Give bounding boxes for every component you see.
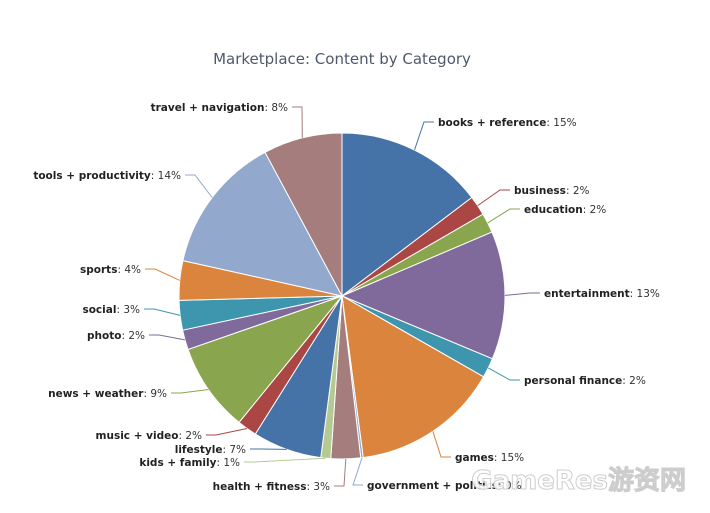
pie-slice-11 (187, 294, 344, 424)
pie-leader-12 (149, 334, 186, 341)
pie-label-2: education: 2% (524, 204, 606, 216)
pie-label-9: lifestyle: 7% (175, 444, 246, 456)
pie-leaders (144, 106, 540, 487)
pie-leader-5 (432, 431, 451, 458)
pie-slices (178, 132, 506, 460)
watermark: GameRes游资网 (471, 466, 686, 496)
pie-label-5: games: 15% (455, 452, 524, 464)
pie-slice-3 (340, 231, 506, 360)
pie-leader-15 (185, 174, 213, 198)
pie-label-12: photo: 2% (87, 330, 145, 342)
pie-label-8: kids + family: 1% (139, 457, 240, 469)
pie-leader-1 (477, 189, 510, 207)
pie-label-7: health + fitness: 3% (213, 481, 330, 493)
chart-title: Marketplace: Content by Category (213, 50, 471, 68)
pie-label-4: personal finance: 2% (524, 375, 646, 387)
pie-label-13: social: 3% (82, 304, 140, 316)
pie-leader-8 (244, 457, 326, 463)
pie-leader-2 (487, 208, 520, 224)
pie-slice-15 (182, 151, 343, 297)
pie-leader-11 (171, 389, 209, 394)
pie-leader-14 (145, 268, 181, 281)
pie-leader-0 (414, 121, 434, 151)
pie-slice-5 (341, 295, 485, 459)
pie-leader-4 (488, 367, 520, 381)
pie-leader-10 (206, 428, 248, 436)
pie-leader-7 (334, 458, 347, 487)
pie-labels: books + reference: 15% business: 2% educat… (33, 102, 660, 493)
pie-label-1: business: 2% (514, 185, 589, 197)
pie-leader-16 (292, 106, 303, 138)
pie-label-11: news + weather: 9% (48, 388, 167, 400)
pie-leader-6 (352, 457, 363, 486)
pie-leader-13 (144, 308, 181, 316)
pie-label-3: entertainment: 13% (544, 288, 660, 300)
pie-label-16: travel + navigation: 8% (151, 102, 288, 114)
pie-label-15: tools + productivity: 14% (33, 170, 181, 182)
pie-label-14: sports: 4% (80, 264, 141, 276)
pie-leader-3 (504, 292, 540, 296)
pie-label-0: books + reference: 15% (438, 117, 577, 129)
pie-label-10: music + video: 2% (96, 430, 202, 442)
pie-label-6: government + politics: 0% (367, 480, 522, 492)
pie-slice-0 (341, 132, 473, 298)
